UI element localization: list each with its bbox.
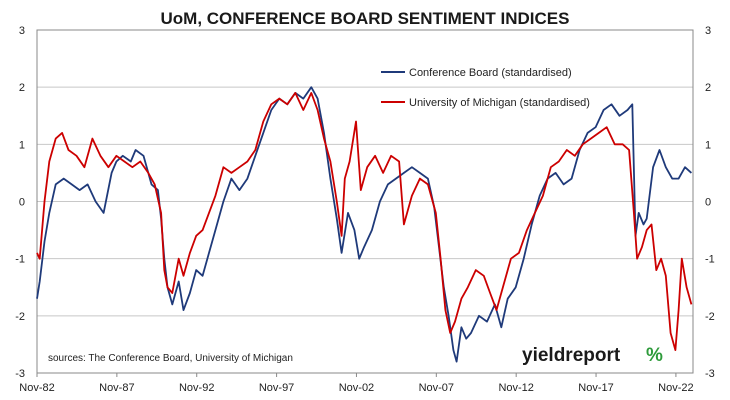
yieldreport-logo: yieldreport % [522,345,663,366]
y-tick-label-left: 3 [19,25,25,37]
y-tick-label-right: 3 [705,25,711,37]
x-tick-label: Nov-12 [498,382,533,394]
y-tick-label-right: -3 [705,368,715,380]
x-tick-label: Nov-17 [578,382,613,394]
brand-wordmark: yieldreport [522,345,621,366]
x-tick-label: Nov-82 [19,382,54,394]
y-tick-label-right: -1 [705,254,715,266]
plot-area-frame [36,29,694,374]
legend-label: University of Michigan (standardised) [409,97,590,109]
x-tick-label: Nov-22 [658,382,693,394]
y-tick-label-left: -2 [15,311,25,323]
series-lines [36,86,693,363]
y-tick-label-right: -2 [705,311,715,323]
legend-label: Conference Board (standardised) [409,67,572,79]
y-tick-label-left: -1 [15,254,25,266]
chart-title: UoM, CONFERENCE BOARD SENTIMENT INDICES [160,9,570,28]
grid-lines [37,86,693,317]
y-tick-label-left: 0 [19,197,25,209]
brand-percent-icon: % [646,345,663,366]
x-tick-label: Nov-92 [179,382,214,394]
y-tick-label-right: 1 [705,139,711,151]
legend: Conference Board (standardised) Universit… [381,67,590,109]
y-tick-label-right: 0 [705,197,711,209]
x-tick-label: Nov-87 [99,382,134,394]
y-axis-left: 3 2 1 0 -1 -2 -3 [15,25,25,380]
x-tick-label: Nov-97 [259,382,294,394]
y-axis-right: 3 2 1 0 -1 -2 -3 [705,25,715,380]
x-tick-label: Nov-07 [419,382,454,394]
series-line-conference-board [36,86,692,363]
y-tick-label-left: 1 [19,139,25,151]
source-annotation: sources: The Conference Board, Universit… [48,353,293,364]
y-tick-label-right: 2 [705,82,711,94]
y-tick-label-left: 2 [19,82,25,94]
y-tick-label-left: -3 [15,368,25,380]
x-tick-label: Nov-02 [339,382,374,394]
x-axis: Nov-82 Nov-87 Nov-92 Nov-97 Nov-02 Nov-07 Nov-… [19,373,694,394]
series-line-university-of-michigan [36,92,693,352]
